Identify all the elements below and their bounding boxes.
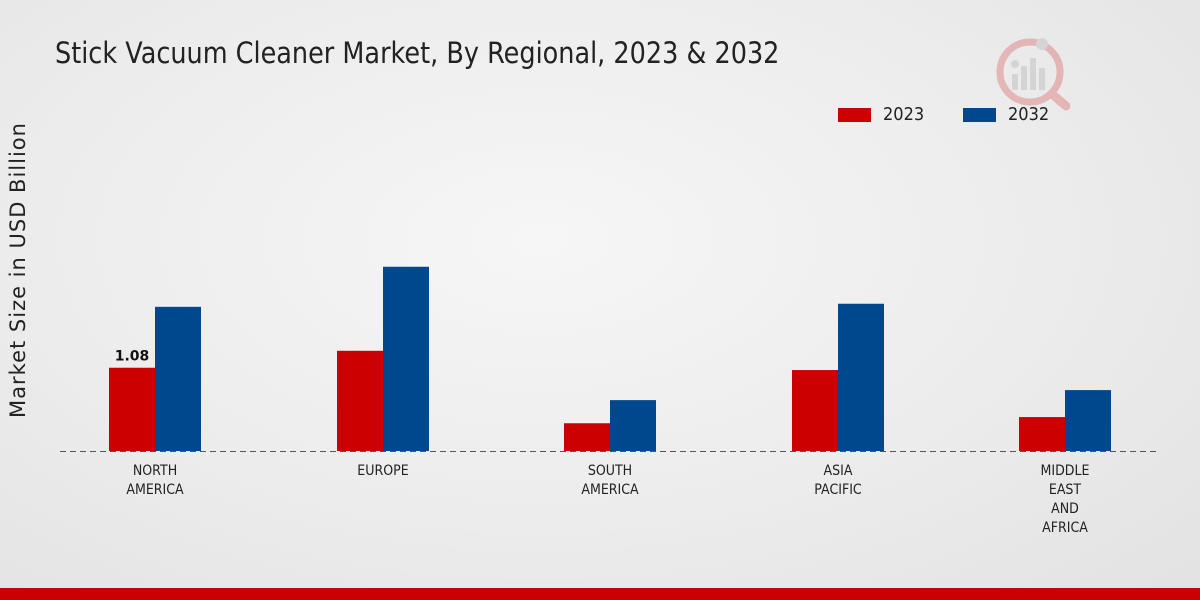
bar-2032-middle-east-and-africa bbox=[1065, 390, 1111, 451]
bar-2023-south-america bbox=[564, 423, 610, 451]
bar-2032-europe bbox=[383, 266, 429, 451]
bar-2023-asia-pacific bbox=[792, 370, 838, 451]
bar-2023-middle-east-and-africa bbox=[1019, 417, 1065, 451]
legend-item-2032: 2032 bbox=[962, 104, 1054, 125]
bar-2032-south-america bbox=[610, 400, 656, 451]
legend-item-2023: 2023 bbox=[838, 104, 929, 125]
legend-swatch-2023 bbox=[838, 107, 871, 122]
x-tick-south-america: SOUTH AMERICA bbox=[581, 463, 639, 498]
bar-2032-north-america bbox=[155, 306, 201, 451]
bar-2023-north-america bbox=[109, 367, 155, 451]
x-tick-middle-east-africa: MIDDLE EAST AND AFRICA bbox=[1040, 463, 1090, 536]
data-label-2023-north-america: 1.08 bbox=[115, 349, 150, 365]
x-tick-europe: EUROPE bbox=[357, 463, 409, 479]
legend-label-2023: 2023 bbox=[883, 104, 925, 125]
bottom-accent-bar bbox=[0, 588, 1200, 600]
bar-2023-europe bbox=[337, 350, 383, 451]
legend-swatch-2032 bbox=[962, 107, 996, 122]
x-tick-asia-pacific: ASIA PACIFIC bbox=[814, 463, 862, 498]
x-tick-north-america: NORTH AMERICA bbox=[126, 463, 184, 498]
legend: 2023 2032 bbox=[838, 104, 1088, 125]
legend-label-2032: 2032 bbox=[1007, 104, 1050, 125]
chart-title: Stick Vacuum Cleaner Market, By Regional… bbox=[55, 36, 780, 70]
watermark-logo-icon bbox=[996, 38, 1071, 111]
bar-2032-asia-pacific bbox=[838, 303, 884, 451]
